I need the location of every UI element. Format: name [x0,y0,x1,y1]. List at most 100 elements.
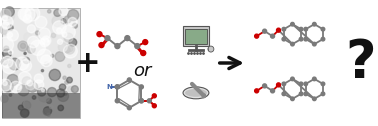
Circle shape [10,81,22,93]
Circle shape [51,33,56,38]
Circle shape [2,81,13,92]
Circle shape [115,85,119,89]
Circle shape [299,82,303,86]
Circle shape [36,31,40,35]
Circle shape [69,39,77,46]
Circle shape [53,21,66,34]
Circle shape [255,89,259,93]
Circle shape [20,43,26,48]
Circle shape [277,83,280,87]
Circle shape [7,74,19,86]
Circle shape [321,82,325,86]
Circle shape [58,105,64,111]
Circle shape [64,91,67,95]
Circle shape [42,89,45,92]
Circle shape [62,25,75,39]
Circle shape [47,113,50,116]
Circle shape [97,32,102,37]
Circle shape [40,55,52,67]
Circle shape [20,7,35,22]
Circle shape [12,62,14,65]
Circle shape [1,95,8,102]
Circle shape [65,44,74,54]
Circle shape [34,74,43,83]
Circle shape [42,36,51,45]
Circle shape [105,36,110,41]
Circle shape [291,22,294,26]
Circle shape [5,7,14,17]
Circle shape [30,40,45,55]
Circle shape [43,107,52,115]
Circle shape [8,50,13,54]
Circle shape [68,64,71,68]
Circle shape [16,66,26,76]
Circle shape [3,81,7,86]
Circle shape [2,15,8,21]
Circle shape [65,47,70,53]
Circle shape [34,80,44,90]
Circle shape [263,29,266,33]
Circle shape [4,46,9,51]
Ellipse shape [185,89,207,97]
Circle shape [16,85,21,90]
Circle shape [45,62,48,66]
Circle shape [47,40,49,42]
Circle shape [57,28,62,33]
Circle shape [18,8,31,20]
Circle shape [3,10,15,21]
Circle shape [19,105,23,110]
Circle shape [139,85,143,89]
Circle shape [28,82,38,92]
Circle shape [48,10,51,13]
Circle shape [27,45,35,53]
Circle shape [52,16,63,27]
Circle shape [304,37,308,41]
Circle shape [68,10,79,21]
Circle shape [143,40,148,45]
Circle shape [58,43,67,52]
Circle shape [2,56,13,68]
Circle shape [127,78,131,82]
Circle shape [277,28,280,32]
Circle shape [46,99,51,103]
Circle shape [2,59,8,65]
Circle shape [39,39,45,44]
Circle shape [20,109,29,117]
Circle shape [51,54,54,57]
Circle shape [18,72,31,85]
Circle shape [41,70,43,72]
Circle shape [57,89,65,97]
Circle shape [0,79,11,91]
Circle shape [39,28,50,40]
Circle shape [1,16,13,28]
Text: ?: ? [345,37,375,89]
Circle shape [47,88,56,97]
Circle shape [263,84,266,88]
Circle shape [282,37,286,41]
Circle shape [32,96,36,99]
Circle shape [99,43,104,48]
Circle shape [304,27,308,31]
Circle shape [115,44,120,49]
Circle shape [64,44,77,58]
Text: or: or [133,62,152,80]
Text: +: + [75,49,100,77]
Circle shape [299,27,303,31]
Circle shape [37,49,52,64]
Circle shape [68,26,77,35]
Circle shape [299,37,303,41]
Circle shape [63,76,66,79]
Circle shape [35,16,47,28]
Circle shape [8,33,12,37]
Circle shape [139,99,143,103]
Circle shape [39,90,50,102]
Circle shape [58,91,68,101]
Circle shape [127,106,131,110]
Circle shape [282,27,286,31]
Circle shape [37,88,46,96]
Bar [2,93,80,118]
Circle shape [23,15,32,23]
Circle shape [1,9,11,19]
Circle shape [71,86,78,93]
Circle shape [141,51,146,56]
